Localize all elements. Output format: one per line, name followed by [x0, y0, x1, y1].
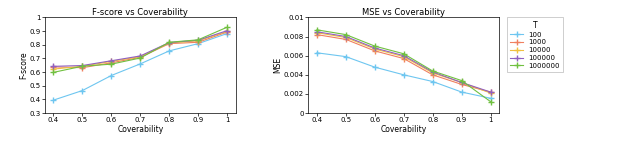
Y-axis label: MSE: MSE: [273, 57, 282, 73]
100000: [371, 47, 379, 49]
100: [486, 97, 494, 99]
100: [371, 66, 379, 68]
1000: [400, 58, 408, 59]
1000000: [458, 80, 465, 81]
Line: 1000000: 1000000: [314, 27, 493, 105]
1000000: [429, 70, 436, 72]
100: [313, 52, 321, 54]
1000000: [342, 34, 349, 36]
100: [458, 91, 465, 93]
X-axis label: Coverability: Coverability: [117, 125, 163, 134]
1000000: [486, 101, 494, 103]
10000: [342, 37, 349, 38]
1000: [458, 84, 465, 85]
100000: [400, 55, 408, 57]
1000000: [371, 45, 379, 47]
100000: [458, 82, 465, 83]
10000: [486, 92, 494, 94]
100000: [313, 31, 321, 33]
10000: [371, 48, 379, 50]
1000: [342, 39, 349, 40]
100000: [429, 71, 436, 73]
1000: [371, 50, 379, 52]
Line: 10000: 10000: [314, 30, 493, 96]
10000: [313, 32, 321, 34]
Y-axis label: F-score: F-score: [19, 51, 28, 79]
1000: [429, 74, 436, 76]
Legend: 100, 1000, 10000, 100000, 1000000: 100, 1000, 10000, 100000, 1000000: [507, 17, 563, 72]
10000: [429, 72, 436, 74]
1000000: [313, 29, 321, 31]
1000000: [400, 53, 408, 55]
Title: F-score vs Coverability: F-score vs Coverability: [92, 8, 188, 17]
100: [400, 74, 408, 76]
Line: 1000: 1000: [314, 31, 493, 95]
X-axis label: Coverability: Coverability: [381, 125, 427, 134]
1000: [486, 91, 494, 93]
Title: MSE vs Coverability: MSE vs Coverability: [362, 8, 445, 17]
10000: [458, 82, 465, 83]
100: [342, 56, 349, 58]
10000: [400, 56, 408, 58]
Line: 100000: 100000: [314, 29, 493, 95]
100000: [486, 91, 494, 93]
100000: [342, 36, 349, 37]
1000: [313, 34, 321, 36]
100: [429, 81, 436, 82]
Line: 100: 100: [314, 50, 493, 101]
